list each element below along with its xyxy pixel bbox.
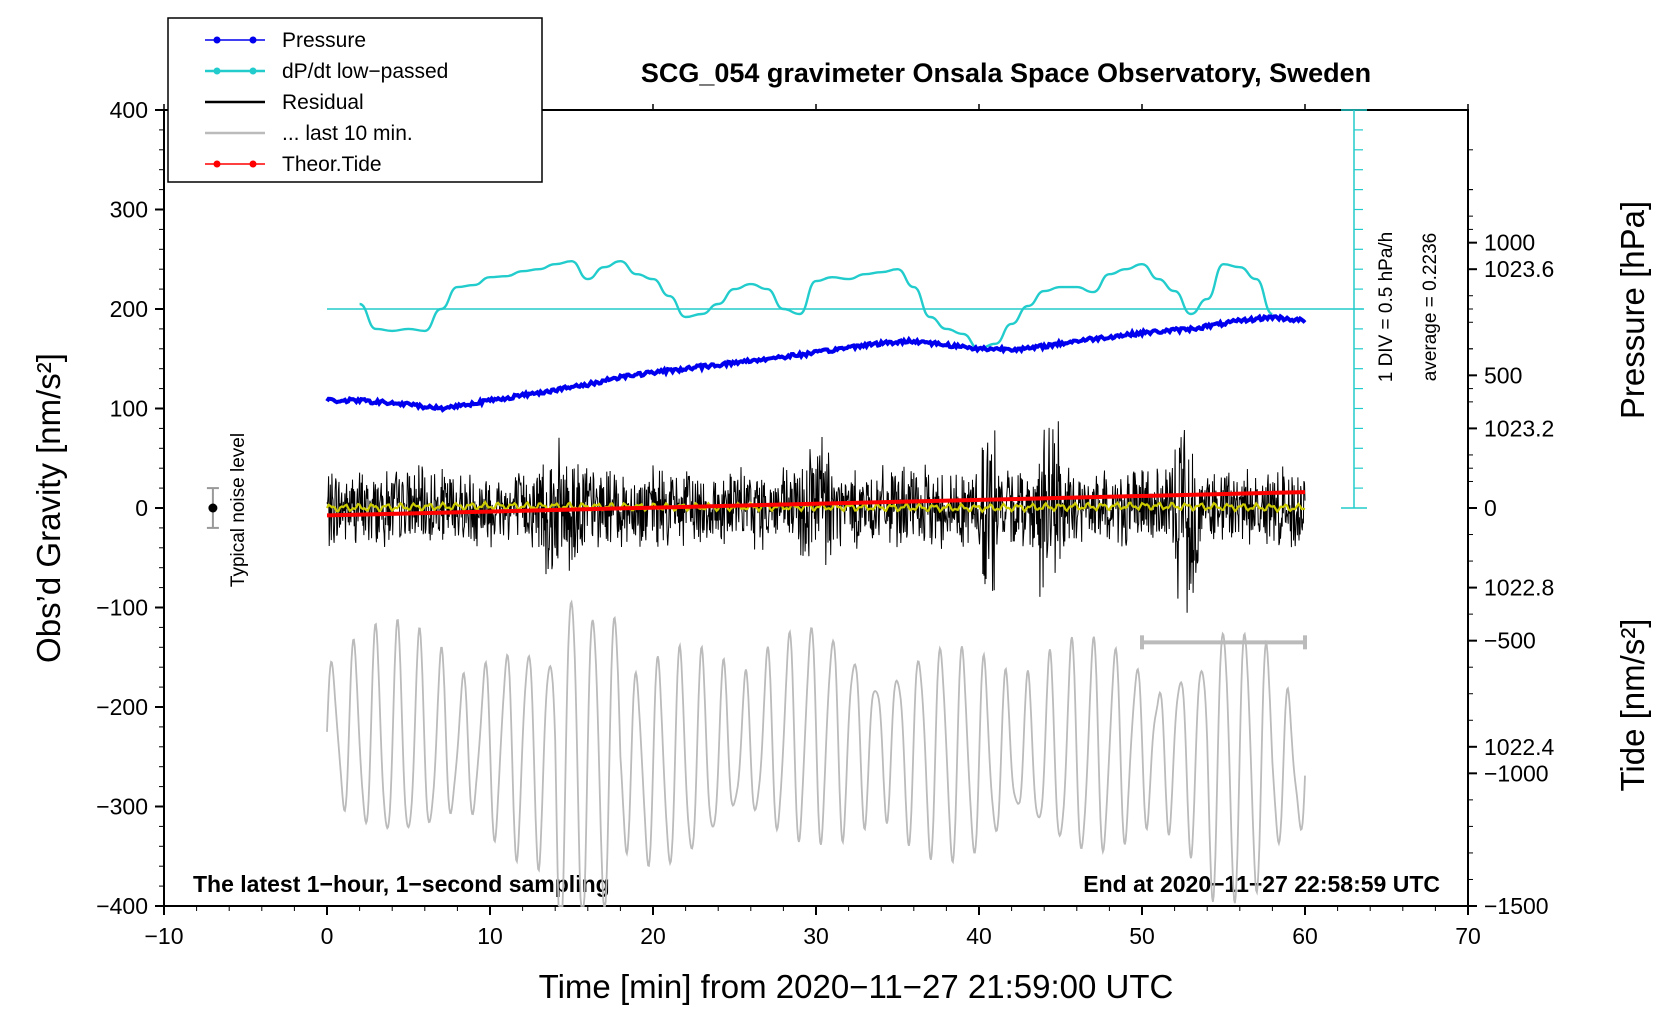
pressure-tick-label: 1023.2 [1484,415,1554,441]
noise-point [208,503,218,513]
legend-marker [213,36,221,44]
x-tick-label: 10 [477,923,503,949]
x-tick-label: 70 [1455,923,1481,949]
y-tick-label: −300 [96,794,148,820]
y-tick-label: 100 [110,396,148,422]
y-axis-title: Obs’d Gravity [nm/s²] [30,353,67,663]
tide-tick-label: 500 [1484,362,1522,388]
legend-marker [213,67,221,75]
series-residual-line [326,421,1306,613]
legend-label-1: dP/dt low−passed [282,60,448,83]
tide-axis-title: Tide [nm/s²] [1614,619,1651,792]
series-pressure-line [325,313,1307,413]
y-tick-label: −200 [96,694,148,720]
x-axis-title: Time [min] from 2020−11−27 21:59:00 UTC [539,968,1174,1005]
tide-tick-label: −500 [1484,628,1536,654]
y-tick-label: −100 [96,595,148,621]
pressure-tick-label: 1022.4 [1484,734,1555,760]
tide-tick-label: −1500 [1484,893,1549,919]
x-tick-label: 50 [1129,923,1155,949]
series-dpdt-line [359,259,1273,351]
tide-tick-label: −1000 [1484,760,1549,786]
series-tide-line [326,490,1306,518]
chart-title: SCG_054 gravimeter Onsala Space Observat… [641,58,1371,88]
series-last10-line [326,599,1306,907]
pressure-axis-title: Pressure [hPa] [1614,201,1651,419]
x-tick-label: 30 [803,923,829,949]
y-tick-label: −400 [96,893,148,919]
x-tick-label: 40 [966,923,992,949]
legend-marker [249,36,257,44]
legend-label-3: ... last 10 min. [282,122,413,145]
legend-marker [249,67,257,75]
x-tick-label: −10 [144,923,183,949]
x-tick-label: 60 [1292,923,1318,949]
dpdt-average-label: average = 0.2236 [1420,233,1441,381]
footer-left: The latest 1−hour, 1−second sampling [193,871,610,897]
y-tick-label: 300 [110,197,148,223]
y-tick-label: 200 [110,296,148,322]
x-tick-label: 0 [321,923,334,949]
tide-tick-label: 0 [1484,495,1497,521]
dpdt-scale-label: 1 DIV = 0.5 hPa/h [1376,232,1397,383]
pressure-tick-label: 1022.8 [1484,575,1554,601]
y-tick-label: 0 [135,495,148,521]
tide-tick-label: 1000 [1484,230,1535,256]
noise-label: Typical noise level [228,433,249,587]
series-residual-smooth-line [326,500,1306,514]
y-tick-label: 400 [110,97,148,123]
pressure-tick-label: 1023.6 [1484,256,1554,282]
legend-marker [213,160,221,168]
legend-label-4: Theor.Tide [282,153,382,176]
footer-right: End at 2020−11−27 22:58:59 UTC [1083,871,1440,897]
x-tick-label: 20 [640,923,666,949]
legend-label-2: Residual [282,91,364,114]
legend-box [167,17,543,183]
legend-marker [249,160,257,168]
legend-label-0: Pressure [282,29,366,52]
